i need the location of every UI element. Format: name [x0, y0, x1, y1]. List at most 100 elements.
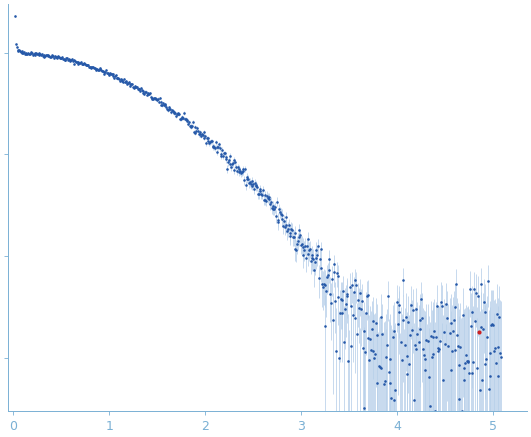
Point: [137, 84, 145, 91]
Point: [245, 180, 253, 187]
Point: [133, 86, 142, 93]
Point: [329, 261, 338, 268]
Point: [237, 169, 246, 176]
Point: [348, 281, 356, 288]
Point: [393, 320, 402, 327]
Point: [64, 56, 72, 63]
Point: [116, 77, 124, 84]
Point: [139, 87, 148, 94]
Point: [87, 65, 96, 72]
Point: [294, 234, 303, 241]
Point: [200, 128, 209, 135]
Point: [436, 338, 444, 345]
Point: [290, 229, 299, 236]
Point: [176, 116, 184, 123]
Point: [73, 59, 82, 66]
Point: [129, 84, 137, 91]
Point: [317, 245, 326, 252]
Point: [23, 50, 31, 57]
Point: [384, 293, 392, 300]
Point: [441, 301, 450, 308]
Point: [478, 376, 486, 383]
Point: [479, 326, 487, 333]
Point: [293, 240, 301, 247]
Point: [274, 218, 282, 225]
Point: [139, 89, 147, 96]
Point: [152, 95, 161, 102]
Point: [447, 320, 456, 327]
Point: [53, 53, 62, 60]
Point: [349, 311, 357, 318]
Point: [198, 131, 206, 138]
Point: [384, 369, 393, 376]
Point: [68, 55, 76, 62]
Point: [202, 135, 211, 142]
Point: [162, 103, 170, 110]
Point: [143, 89, 152, 96]
Point: [82, 62, 90, 69]
Point: [490, 421, 498, 428]
Point: [147, 93, 155, 100]
Point: [220, 150, 228, 157]
Point: [125, 78, 133, 85]
Point: [450, 347, 459, 354]
Point: [237, 170, 245, 177]
Point: [104, 69, 112, 76]
Point: [341, 305, 349, 312]
Point: [388, 425, 396, 432]
Point: [268, 202, 277, 209]
Point: [202, 140, 210, 147]
Point: [124, 79, 132, 86]
Point: [318, 281, 327, 288]
Point: [151, 95, 159, 102]
Point: [352, 281, 361, 288]
Point: [402, 371, 411, 378]
Point: [73, 59, 81, 66]
Point: [272, 213, 280, 220]
Point: [482, 355, 491, 362]
Point: [453, 331, 461, 338]
Point: [180, 109, 189, 116]
Point: [41, 53, 49, 60]
Point: [357, 305, 365, 312]
Point: [277, 211, 286, 218]
Point: [296, 232, 304, 239]
Point: [449, 328, 457, 335]
Point: [313, 252, 322, 259]
Point: [80, 60, 88, 67]
Point: [421, 356, 430, 363]
Point: [444, 343, 452, 350]
Point: [141, 88, 149, 95]
Point: [242, 182, 250, 189]
Point: [475, 328, 483, 335]
Point: [403, 353, 412, 360]
Point: [412, 305, 420, 312]
Point: [121, 79, 129, 86]
Point: [212, 143, 221, 150]
Point: [208, 138, 216, 145]
Point: [326, 291, 335, 298]
Point: [188, 123, 196, 130]
Point: [240, 177, 249, 184]
Point: [207, 138, 215, 145]
Point: [47, 53, 56, 60]
Point: [472, 365, 481, 372]
Point: [63, 55, 71, 62]
Point: [98, 67, 106, 74]
Point: [484, 278, 492, 285]
Point: [40, 53, 49, 60]
Point: [267, 198, 275, 205]
Point: [78, 61, 87, 68]
Point: [102, 69, 111, 76]
Point: [468, 309, 477, 316]
Point: [225, 161, 234, 168]
Point: [306, 257, 315, 264]
Point: [493, 310, 501, 317]
Point: [16, 49, 25, 55]
Point: [149, 95, 158, 102]
Point: [210, 143, 218, 150]
Point: [361, 349, 370, 356]
Point: [218, 146, 227, 153]
Point: [472, 289, 480, 296]
Point: [438, 303, 446, 310]
